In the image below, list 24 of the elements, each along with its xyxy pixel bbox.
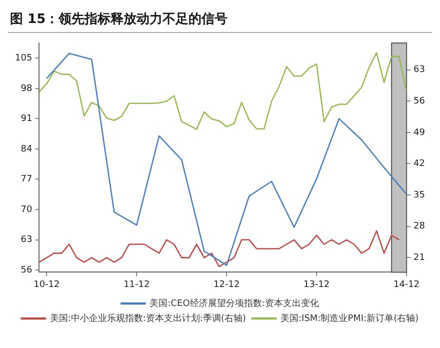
y-tick-label: 70 xyxy=(20,204,32,215)
y-tick-label: 91 xyxy=(20,114,32,124)
y2-tick-label: 21 xyxy=(414,253,425,264)
y2-tick-label: 63 xyxy=(414,65,425,76)
legend-label: 美国:ISM:制造业PMI:新订单(右轴) xyxy=(280,312,419,324)
x-tick-label: 11-12 xyxy=(124,280,150,290)
y2-tick-label: 56 xyxy=(414,96,426,106)
y-tick-label: 84 xyxy=(20,144,32,154)
y-tick-label: 77 xyxy=(20,174,32,185)
y2-tick-label: 35 xyxy=(414,190,425,200)
y-tick-label: 63 xyxy=(20,235,32,246)
legend-label: 美国:CEO经济展望分项指数:资本支出变化 xyxy=(150,298,319,309)
x-tick-label: 13-12 xyxy=(304,280,330,290)
y-tick-label: 105 xyxy=(14,53,32,64)
y2-tick-label: 42 xyxy=(414,159,425,170)
y2-tick-label: 49 xyxy=(414,128,426,138)
legend-label: 美国:中小企业乐观指数:资本支出计划:季调(右轴) xyxy=(50,312,246,324)
y-tick-label: 98 xyxy=(20,84,32,94)
y2-tick-label: 28 xyxy=(414,222,426,232)
chart-title: 图 15：领先指标释放动力不足的信号 xyxy=(8,8,432,33)
y-tick-label: 56 xyxy=(20,265,32,276)
x-tick-label: 12-12 xyxy=(214,280,240,290)
x-tick-label: 10-12 xyxy=(34,280,60,290)
x-tick-label: 14-12 xyxy=(393,280,420,290)
